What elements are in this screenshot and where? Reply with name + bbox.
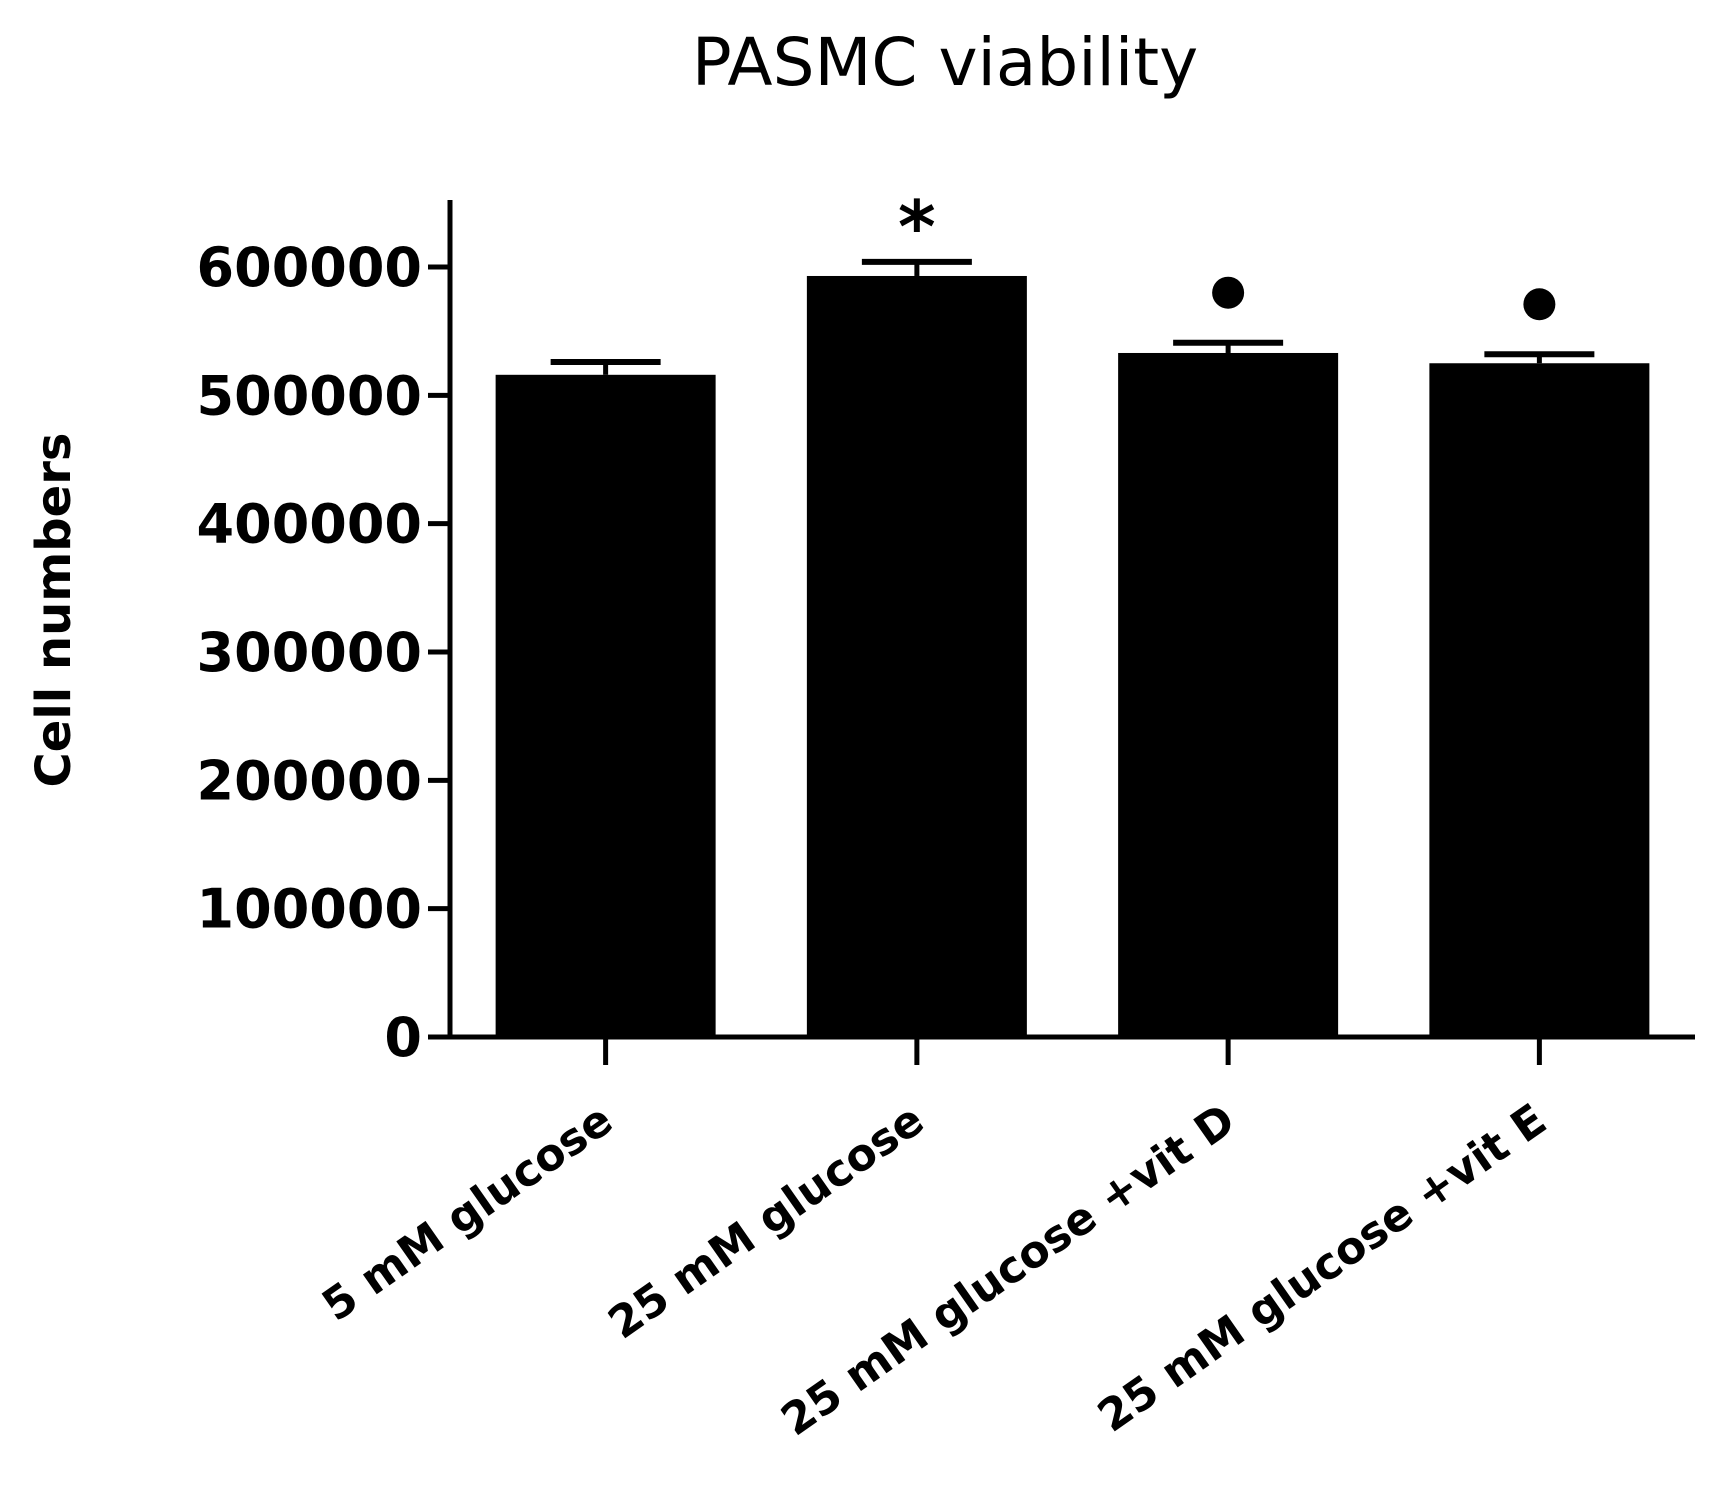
y-tick-label: 0 — [384, 1006, 422, 1069]
bars — [495, 275, 1650, 1037]
bar — [495, 374, 716, 1037]
bar — [806, 275, 1027, 1037]
significance-marks: * — [898, 185, 1556, 321]
y-tick-label: 200000 — [197, 749, 422, 812]
y-tick-label: 400000 — [197, 493, 422, 556]
bar — [1429, 363, 1650, 1037]
significance-dot — [1523, 288, 1556, 321]
y-tick-label: 600000 — [197, 236, 422, 299]
y-tick-label: 300000 — [197, 621, 422, 684]
error-bars — [550, 258, 1595, 375]
y-axis-label: Cell numbers — [26, 433, 82, 788]
chart-title: PASMC viability — [692, 24, 1198, 101]
bar — [1118, 352, 1339, 1037]
y-tick-label: 500000 — [197, 364, 422, 427]
x-tick-label: 25 mM glucose — [599, 1094, 933, 1349]
y-ticks: 0 100000 200000 300000 400000 500000 600000 — [197, 236, 450, 1069]
significance-dot — [1212, 276, 1245, 309]
x-tick-label: 5 mM glucose — [313, 1094, 622, 1331]
y-tick-label: 100000 — [197, 878, 422, 941]
significance-label: * — [898, 185, 936, 269]
